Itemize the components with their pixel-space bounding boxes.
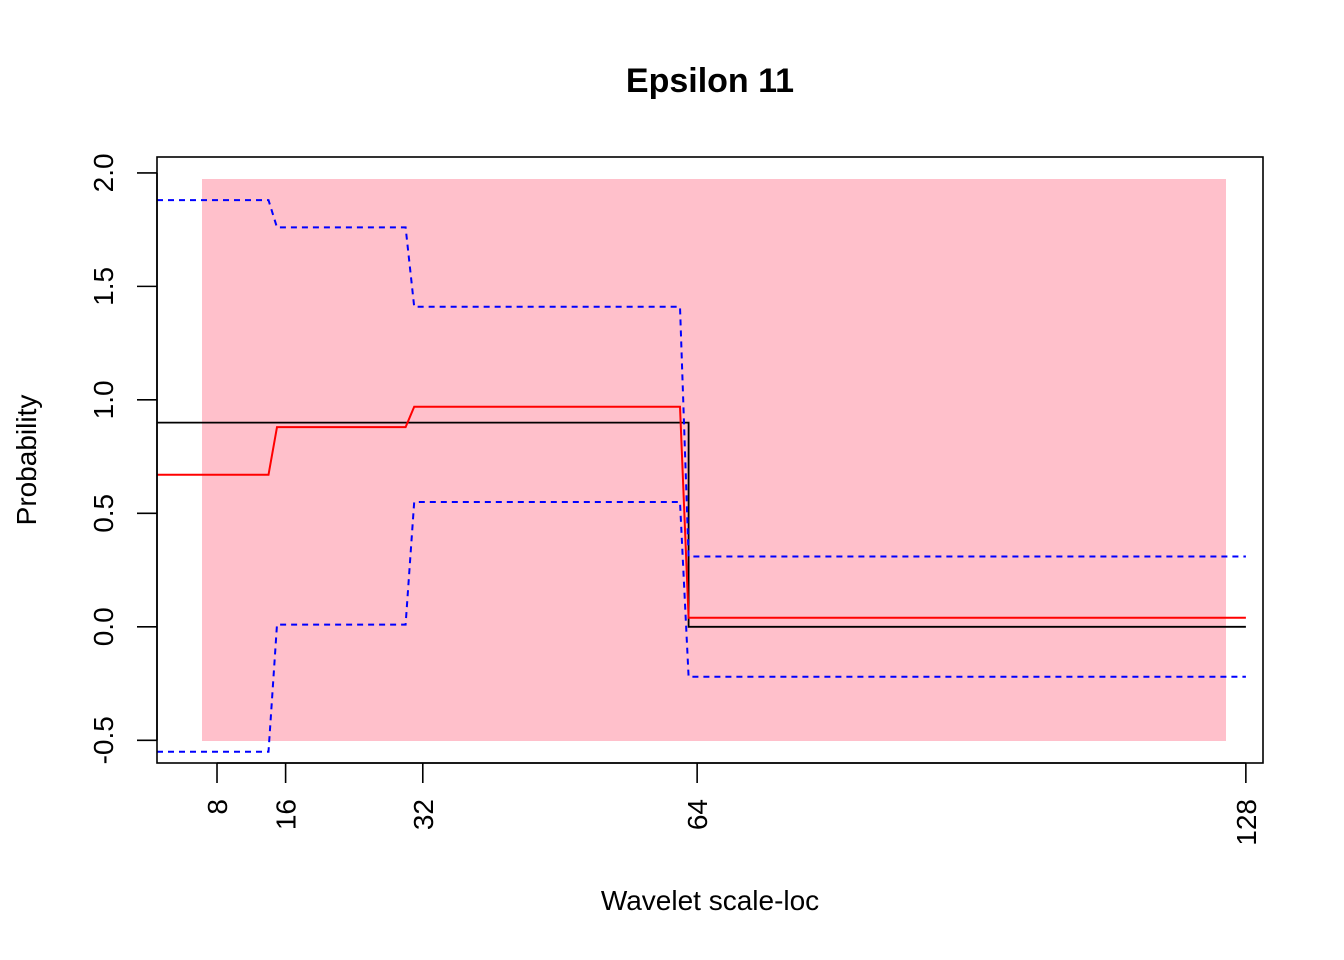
x-tick-label: 128 (1231, 799, 1262, 846)
series-line-3 (157, 199, 1246, 558)
x-tick-label: 16 (271, 799, 302, 830)
x-tick-label: 64 (682, 799, 713, 830)
chart-title: Epsilon 11 (626, 62, 794, 100)
x-tick-label: 8 (202, 799, 233, 815)
y-axis-label: Probability (11, 395, 42, 526)
y-tick-label: 0.0 (88, 607, 119, 646)
y-tick-label: -0.5 (88, 716, 119, 764)
series-line-4 (157, 501, 1246, 753)
x-tick-label: 32 (408, 799, 439, 830)
series-line-1 (157, 421, 1246, 628)
y-tick-label: 0.5 (88, 494, 119, 533)
series-layer (157, 199, 1246, 753)
y-tick-label: 2.0 (88, 153, 119, 192)
x-axis-label: Wavelet scale-loc (601, 885, 819, 916)
series-line-2 (157, 405, 1246, 619)
y-axis: -0.5 0.0 0.5 1.0 1.5 2.0 (88, 153, 158, 764)
y-tick-label: 1.0 (88, 380, 119, 419)
plot-background (202, 179, 1226, 741)
x-axis: 8 16 32 64 128 (202, 762, 1262, 846)
y-tick-label: 1.5 (88, 267, 119, 306)
